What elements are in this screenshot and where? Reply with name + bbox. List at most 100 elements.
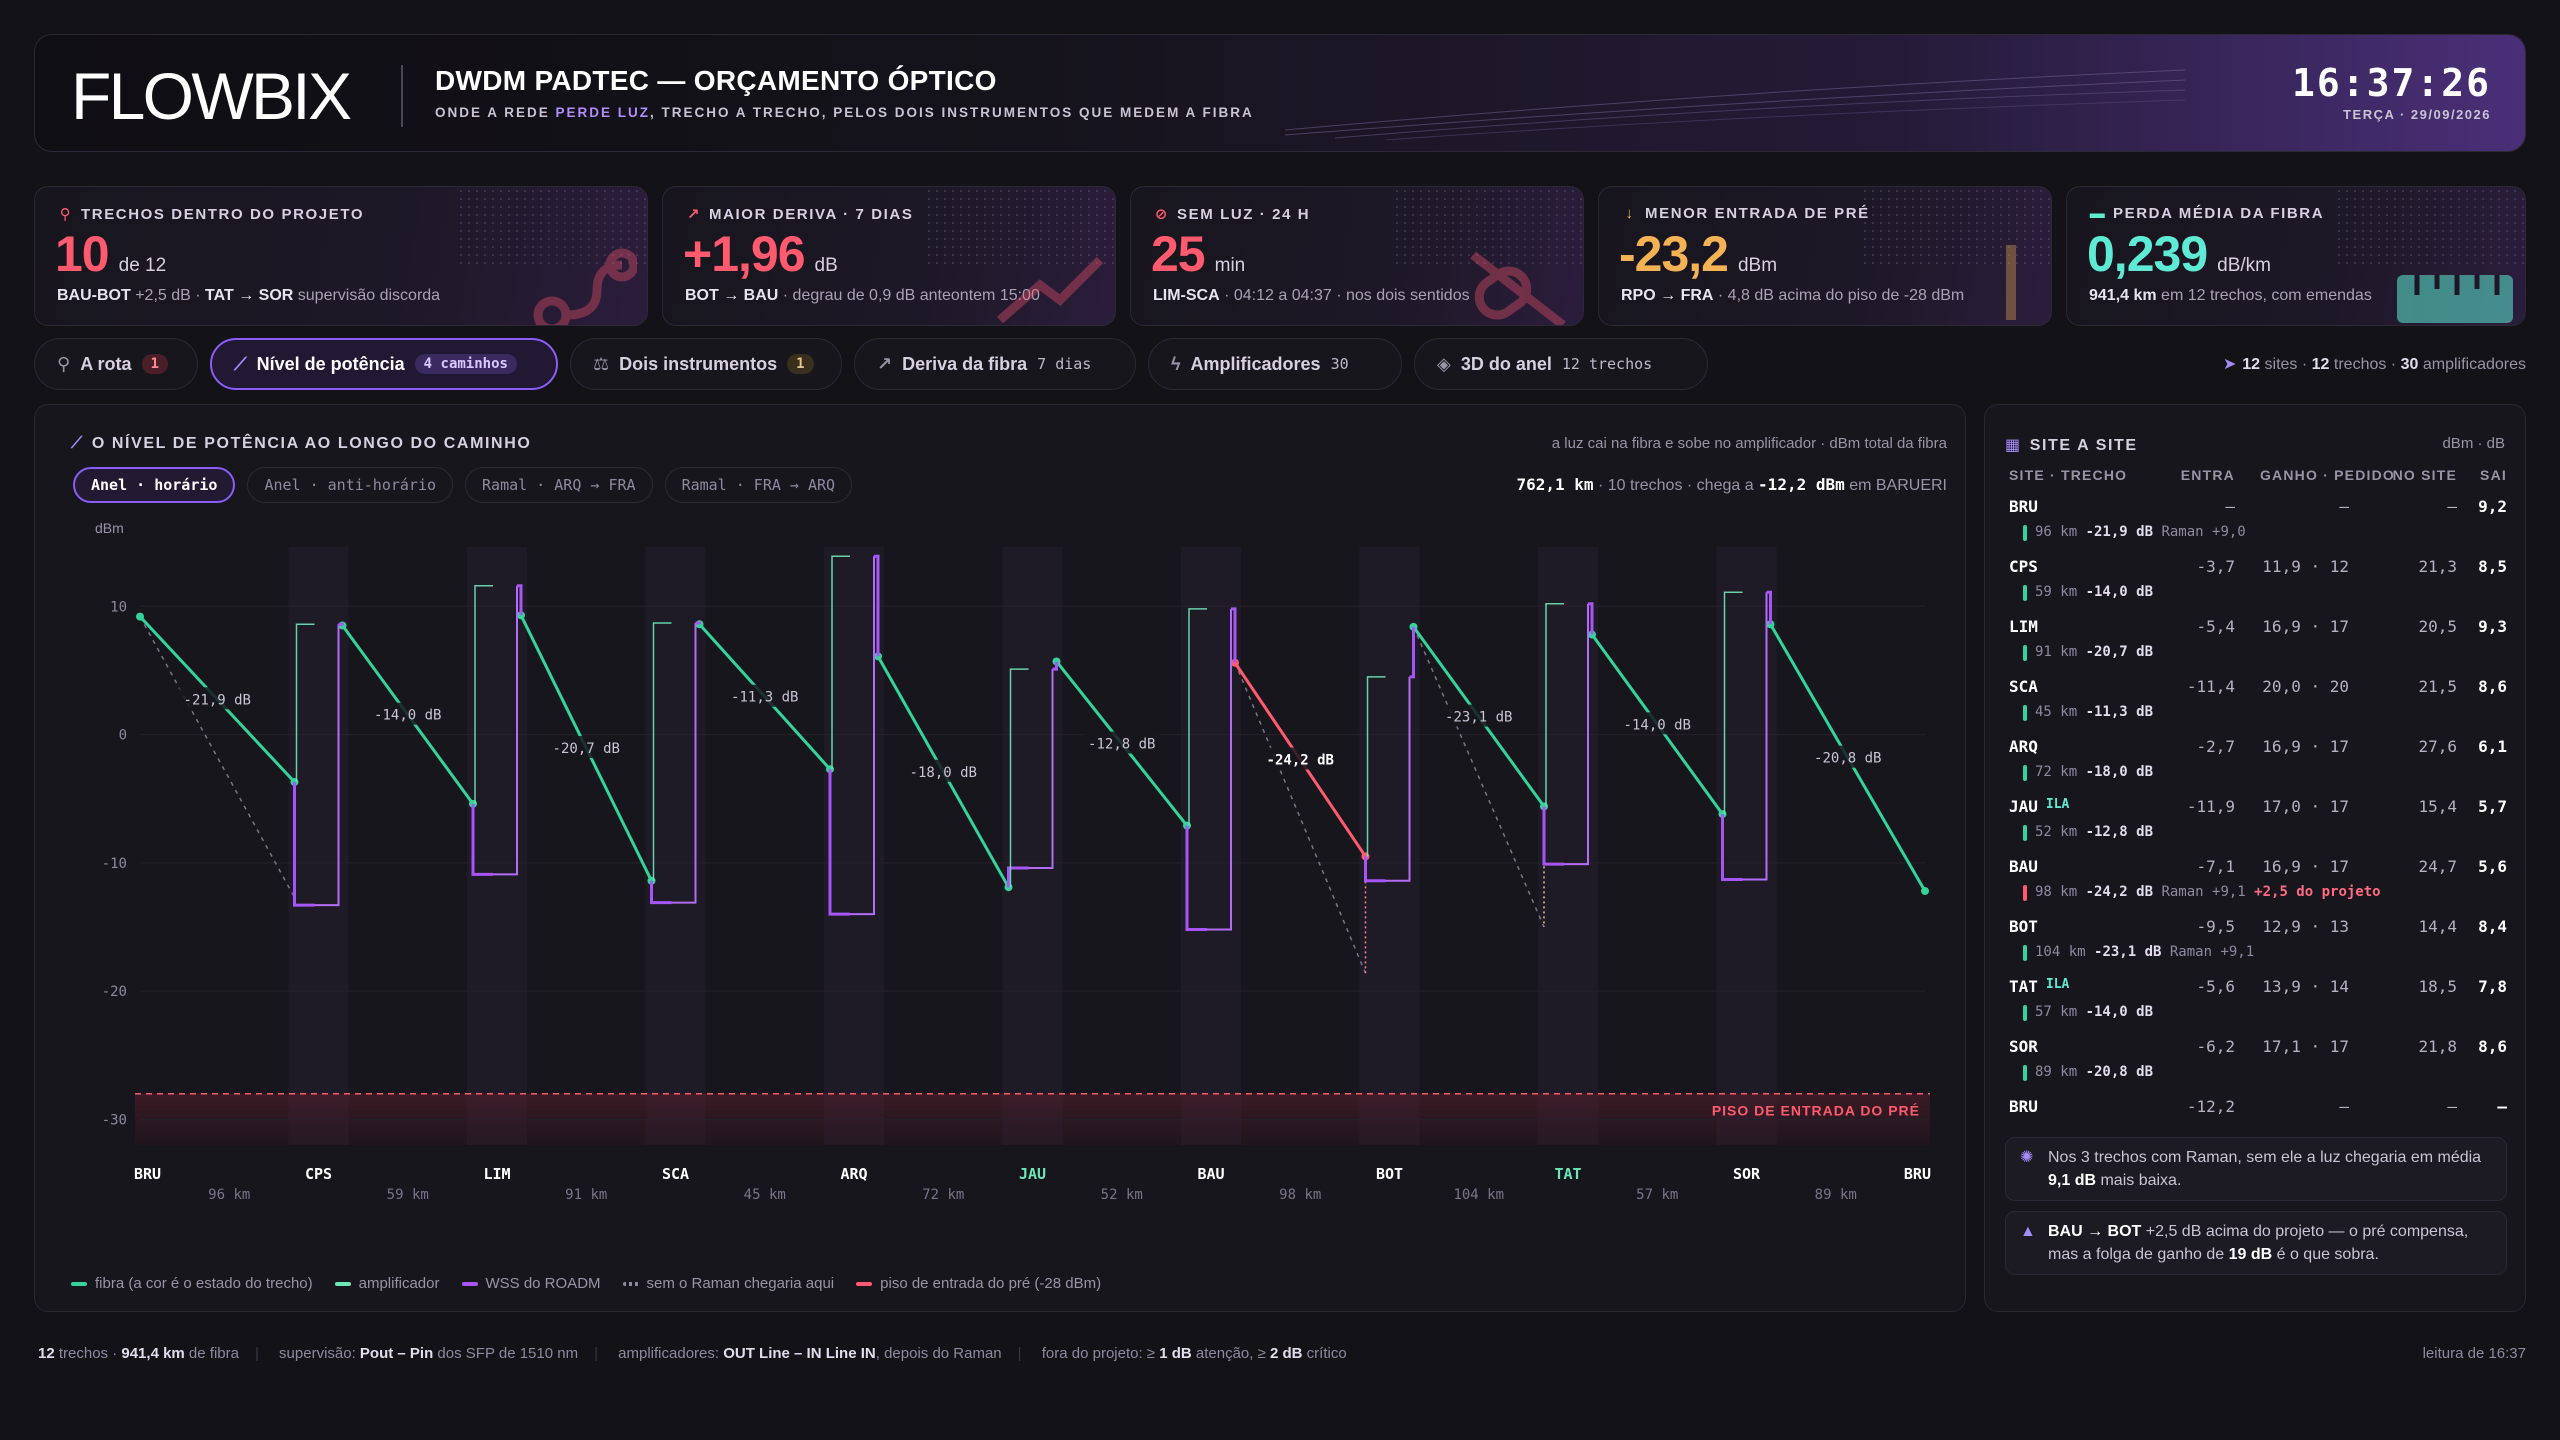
wss-boost-path [1231, 607, 1237, 663]
ila-badge: ILA [2045, 977, 2070, 992]
chip-ramal-fra-arq[interactable]: Ramal · FRA → ARQ [664, 467, 853, 503]
kpi-value: +1,96 dB [683, 226, 838, 282]
tab-amplificadores[interactable]: ϟ Amplificadores 30 [1148, 338, 1402, 390]
no-raman-line [1234, 662, 1367, 974]
site-sai: 8,6 [2478, 1037, 2507, 1056]
site-row[interactable]: ARQ -2,7 16,9 · 17 27,6 6,1 [1985, 737, 2527, 761]
span-loss-label-bg [548, 736, 625, 759]
flowbix-logo: FLOWBIX [71, 61, 351, 131]
site-row[interactable]: BRU -12,2 — — — [1985, 1097, 2527, 1121]
chip-ramal-arq-fra[interactable]: Ramal · ARQ → FRA [465, 467, 653, 503]
kpi-deriva-card[interactable]: ↗ MAIOR DERIVA · 7 DIAS +1,96 dB BOT → BAU… [662, 186, 1116, 326]
footer-amplificadores: amplificadores: OUT Line – IN Line IN, d… [618, 1345, 1002, 1362]
site-row[interactable]: SCA -11,4 20,0 · 20 21,5 8,6 [1985, 677, 2527, 701]
kpi-foot: LIM-SCA · 04:12 a 04:37 · nos dois senti… [1153, 287, 1470, 304]
site-row[interactable]: BAU -7,1 16,9 · 17 24,7 5,6 [1985, 857, 2527, 881]
span-km-label: 104 km [1453, 1187, 1504, 1203]
side-title: ▦ SITE A SITE [2005, 437, 2138, 454]
kpi-label: ▬ PERDA MÉDIA DA FIBRA [2089, 205, 2325, 222]
site-row[interactable]: BRU — — — 9,2 [1985, 497, 2527, 521]
trecho-row[interactable]: 72 km -18,0 dB [1985, 763, 2527, 783]
site-row[interactable]: JAU ILA -11,9 17,0 · 17 15,4 5,7 [1985, 797, 2527, 821]
site-entra: -5,6 [2196, 977, 2235, 996]
col-no-site: NO SITE [2392, 467, 2457, 483]
kpi-entrada-card[interactable]: ↓ MENOR ENTRADA DE PRÉ -23,2 dBm RPO → FRA… [1598, 186, 2052, 326]
kpi-value: 10 de 12 [55, 226, 167, 282]
site-label: SOR [1733, 1165, 1761, 1183]
site-no-site: 15,4 [2418, 797, 2457, 816]
trecho-km: 52 km [2035, 824, 2086, 840]
site-name: CPS [2009, 557, 2038, 576]
site-row[interactable]: CPS -3,7 11,9 · 12 21,3 8,5 [1985, 557, 2527, 581]
amplifier-path [1009, 668, 1029, 888]
power-level-chart[interactable]: PISO DE ENTRADA DO PRÉ dBm 10 0 -10 -20 -30 BRU… [35, 515, 1967, 1235]
trecho-row[interactable]: 96 km -21,9 dB Raman +9,0 [1985, 523, 2527, 543]
wss-preamp-path [1185, 825, 1207, 932]
wss-preamp-path [650, 880, 672, 905]
trecho-state-bar [2023, 525, 2027, 541]
tab-dois-instrumentos[interactable]: ⚖ Dois instrumentos 1 [570, 338, 842, 390]
site-name: LIM [2009, 617, 2038, 636]
wss-preamp-path [1007, 866, 1029, 888]
trecho-state-bar [2023, 945, 2027, 961]
tab-nivel-de-potencia[interactable]: ⟋ Nível de potência 4 caminhos [210, 338, 558, 390]
kpi-perda-card[interactable]: ▬ PERDA MÉDIA DA FIBRA 0,239 dB/km 941,4 k… [2066, 186, 2526, 326]
wss-drop-path [314, 624, 340, 907]
site-row[interactable]: TAT ILA -5,6 13,9 · 14 18,5 7,8 [1985, 977, 2527, 1001]
site-label: SCA [662, 1165, 689, 1183]
site-row[interactable]: BOT -9,5 12,9 · 13 14,4 8,4 [1985, 917, 2527, 941]
tab-deriva-da-fibra[interactable]: ↗ Deriva da fibra 7 dias [854, 338, 1136, 390]
site-name: SCA [2009, 677, 2038, 696]
wss-boost-path [517, 584, 523, 616]
trecho-state-bar [2023, 1065, 2027, 1081]
amplifier-path [831, 555, 850, 770]
trecho-row[interactable]: 104 km -23,1 dB Raman +9,1 [1985, 943, 2527, 963]
view-tabs: ⚲ A rota 1 ⟋ Nível de potência 4 caminhos ⚖ D… [34, 338, 2526, 390]
kpi-foot: 941,4 km em 12 trechos, com emendas [2089, 287, 2372, 304]
table-icon: ▦ [2005, 437, 2022, 454]
site-no-site: 21,8 [2418, 1037, 2457, 1056]
site-ganho: 17,1 · 17 [2262, 1037, 2349, 1056]
span-start-point [136, 612, 144, 621]
site-row[interactable]: SOR -6,2 17,1 · 17 21,8 8,6 [1985, 1037, 2527, 1061]
wss-boost-path [1588, 602, 1594, 635]
site-entra: -7,1 [2196, 857, 2235, 876]
span-loss-label-bg [1809, 745, 1886, 768]
path-selector: Anel · horário Anel · anti-horário Ramal… [73, 467, 853, 503]
span-loss-label: -18,0 dB [910, 765, 977, 781]
site-sai: 9,2 [2478, 497, 2507, 516]
amplifier-path [1366, 676, 1386, 857]
legend-wss: WSS do ROADM [461, 1275, 601, 1292]
trecho-row[interactable]: 52 km -12,8 dB [1985, 823, 2527, 843]
span-loss-label-bg [179, 687, 256, 710]
col-ganho-pedido: GANHO · PEDIDO [2259, 467, 2395, 483]
trecho-loss: -14,0 dB [2085, 1004, 2154, 1020]
site-sai: 7,8 [2478, 977, 2507, 996]
span-loss-label: -23,1 dB [1445, 710, 1512, 726]
trecho-state-bar [2023, 765, 2027, 781]
wss-boost-path [874, 554, 880, 657]
chip-anel-horario[interactable]: Anel · horário [73, 467, 236, 503]
trecho-row[interactable]: 57 km -14,0 dB [1985, 1003, 2527, 1023]
y-tick-label: -20 [102, 984, 127, 1000]
site-no-site: — [2447, 497, 2457, 516]
trecho-row[interactable]: 59 km -14,0 dB [1985, 583, 2527, 603]
site-ganho: — [2339, 1097, 2349, 1116]
trecho-row[interactable]: 89 km -20,8 dB [1985, 1063, 2527, 1083]
wss-drop-path [1207, 608, 1232, 931]
kpi-sem-luz-card[interactable]: ⊘ SEM LUZ · 24 H 25 min LIM-SCA · 04:12 a … [1130, 186, 1584, 326]
site-label: LIM [483, 1165, 510, 1183]
tab-a-rota[interactable]: ⚲ A rota 1 [34, 338, 198, 390]
trecho-row[interactable]: 91 km -20,7 dB [1985, 643, 2527, 663]
amplifier-path [295, 623, 315, 783]
site-row[interactable]: LIM -5,4 16,9 · 17 20,5 9,3 [1985, 617, 2527, 641]
svg-text:FLOWBIX: FLOWBIX [71, 61, 351, 131]
site-name: BRU [2009, 497, 2038, 516]
kpi-trechos-card[interactable]: ⚲ TRECHOS DENTRO DO PROJETO 10 de 12 BAU-B… [34, 186, 648, 326]
dot-pattern [2335, 187, 2525, 267]
trecho-row[interactable]: 45 km -11,3 dB [1985, 703, 2527, 723]
tab-3d-do-anel[interactable]: ◈ 3D do anel 12 trechos [1414, 338, 1708, 390]
trecho-row[interactable]: 98 km -24,2 dB Raman +9,1 +2,5 do projet… [1985, 883, 2527, 903]
site-no-site: 21,5 [2418, 677, 2457, 696]
chip-anel-anti-horario[interactable]: Anel · anti-horário [247, 467, 454, 503]
